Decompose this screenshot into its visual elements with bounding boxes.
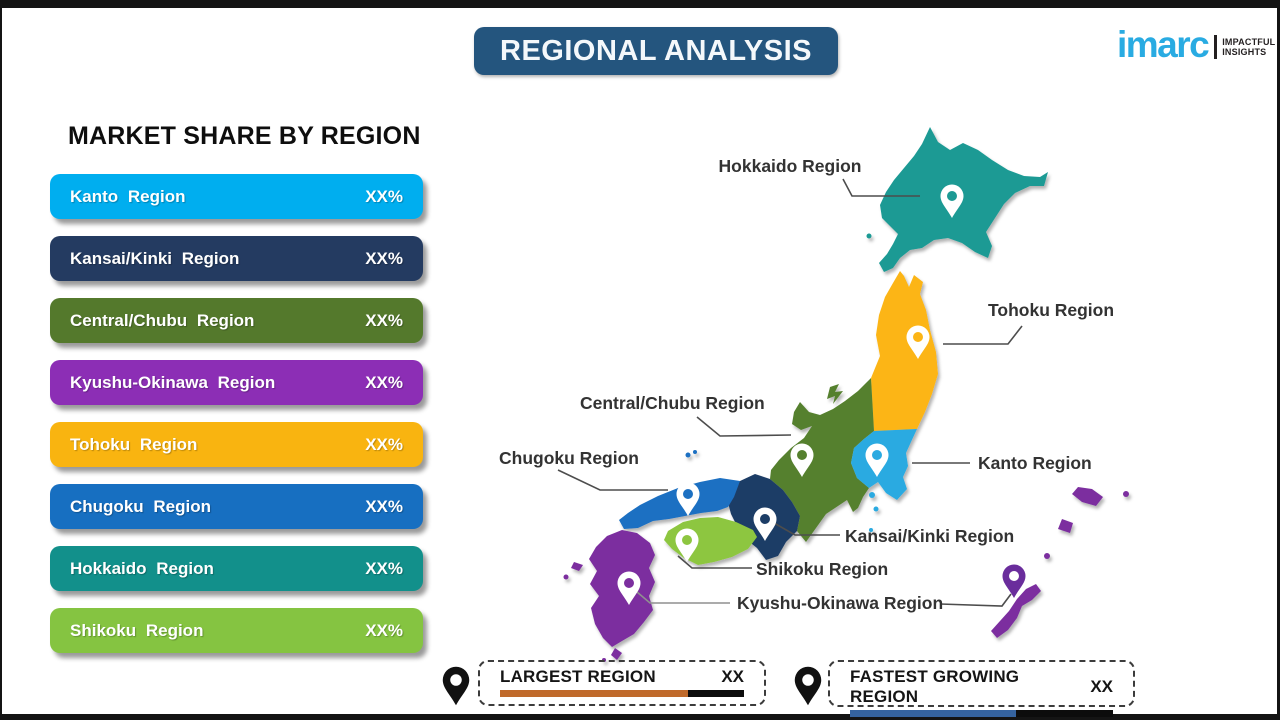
logo-tagline-line1: IMPACTFUL: [1222, 36, 1276, 47]
map-island-speck1: [563, 574, 569, 580]
map-label-central-chubu: Central/Chubu Region: [580, 393, 765, 413]
map-label-shikoku: Shikoku Region: [756, 559, 888, 579]
market-share-bar-list: Kanto Region XX% Kansai/Kinki Region XX%…: [50, 174, 423, 653]
map-island-oki2: [693, 450, 697, 454]
frame-left-bar: [0, 0, 2, 720]
market-share-bar-shikoku: Shikoku Region XX%: [50, 608, 423, 653]
leader-line-shikoku: [677, 555, 752, 569]
map-region-chugoku: [619, 478, 740, 529]
leader-line-central-chubu: [696, 416, 792, 437]
map-label-chugoku: Chugoku Region: [499, 448, 639, 468]
map-island-izu2: [873, 506, 879, 512]
legend-fastest-growing-region: FASTEST GROWING REGION XX: [828, 660, 1135, 717]
map-region-kansai: [727, 474, 800, 560]
map-region-central-chubu: [770, 378, 874, 542]
leader-line-tohoku: [943, 325, 1023, 345]
market-share-heading: MARKET SHARE BY REGION: [68, 122, 421, 150]
legend-fastest-bar: [850, 710, 1113, 717]
legend-largest-region: LARGEST REGION XX: [478, 660, 766, 706]
market-share-bar-central-chubu: Central/Chubu Region XX%: [50, 298, 423, 343]
legend-fastest-label: FASTEST GROWING REGION: [850, 667, 1020, 706]
bar-label: Kanto Region: [70, 186, 186, 206]
legend-largest-value: XX: [721, 667, 744, 686]
location-pin-icon-fastest-legend: [794, 666, 822, 706]
bar-value: XX%: [365, 434, 403, 454]
legend-largest-bar: [500, 690, 744, 697]
legend-largest-label: LARGEST REGION: [500, 667, 656, 686]
market-share-bar-kanto: Kanto Region XX%: [50, 174, 423, 219]
map-region-tohoku: [871, 271, 938, 431]
imarc-logo: imarc IMPACTFUL INSIGHTS: [1117, 22, 1275, 66]
leader-line-kansai: [773, 522, 840, 536]
map-label-kanto: Kanto Region: [978, 453, 1092, 473]
bar-value: XX%: [365, 496, 403, 516]
legend-fastest-value: XX: [1090, 677, 1113, 696]
bar-value: XX%: [365, 310, 403, 330]
market-share-bar-kyushu-okinawa: Kyushu-Okinawa Region XX%: [50, 360, 423, 405]
map-label-tohoku: Tohoku Region: [988, 300, 1114, 320]
map-island-izu1: [869, 492, 875, 498]
frame-bottom-bar: [0, 714, 1280, 720]
map-island-okinawa-b: [1058, 519, 1073, 533]
bar-value: XX%: [365, 558, 403, 578]
page-title: REGIONAL ANALYSIS: [500, 34, 812, 67]
map-island-okushiri: [866, 233, 872, 239]
market-share-bar-kansai: Kansai/Kinki Region XX%: [50, 236, 423, 281]
logo-tagline-line2: INSIGHTS: [1222, 47, 1267, 57]
map-island-tane: [611, 648, 622, 660]
map-island-goto: [571, 562, 583, 571]
leader-line-okinawa: [939, 593, 1012, 607]
leader-line-hokkaido: [842, 178, 920, 197]
bar-value: XX%: [365, 372, 403, 392]
map-label-kansai: Kansai/Kinki Region: [845, 526, 1014, 546]
map-label-hokkaido: Hokkaido Region: [719, 156, 862, 176]
logo-brand-text: imarc: [1117, 23, 1210, 65]
bar-value: XX%: [365, 186, 403, 206]
market-share-bar-chugoku: Chugoku Region XX%: [50, 484, 423, 529]
page-title-box: REGIONAL ANALYSIS: [474, 27, 838, 75]
map-label-kyushu-okinawa: Kyushu-Okinawa Region: [737, 593, 943, 613]
leader-line-kyushu: [636, 591, 730, 604]
bar-label: Kansai/Kinki Region: [70, 248, 240, 268]
frame-right-bar: [1277, 0, 1280, 720]
logo-divider: [1214, 35, 1218, 59]
bar-label: Hokkaido Region: [70, 558, 214, 578]
leader-line-chugoku: [557, 469, 668, 491]
location-pin-icon-okinawa: [1002, 564, 1026, 598]
bar-label: Kyushu-Okinawa Region: [70, 372, 276, 392]
legend-fastest-bar-fill: [850, 710, 1016, 717]
map-island-sado: [827, 384, 843, 404]
bar-label: Chugoku Region: [70, 496, 211, 516]
market-share-bar-hokkaido: Hokkaido Region XX%: [50, 546, 423, 591]
market-share-bar-tohoku: Tohoku Region XX%: [50, 422, 423, 467]
bar-label: Shikoku Region: [70, 620, 204, 640]
bar-label: Central/Chubu Region: [70, 310, 255, 330]
location-pin-icon-largest-legend: [442, 666, 470, 706]
map-islands: [563, 127, 1129, 662]
bar-value: XX%: [365, 248, 403, 268]
map-island-speck3: [1123, 491, 1129, 497]
map-island-okinawa-main: [991, 584, 1041, 638]
bar-value: XX%: [365, 620, 403, 640]
map-island-speck4: [1044, 553, 1050, 559]
logo-tagline: IMPACTFUL INSIGHTS: [1222, 37, 1275, 58]
map-island-amami: [1072, 487, 1103, 506]
bar-label: Tohoku Region: [70, 434, 198, 454]
map-island-izu3: [869, 528, 873, 532]
legend-largest-bar-fill: [500, 690, 688, 697]
frame-top-bar: [0, 0, 1280, 8]
map-island-oki1: [685, 452, 691, 458]
map-region-hokkaido: [879, 127, 1048, 272]
